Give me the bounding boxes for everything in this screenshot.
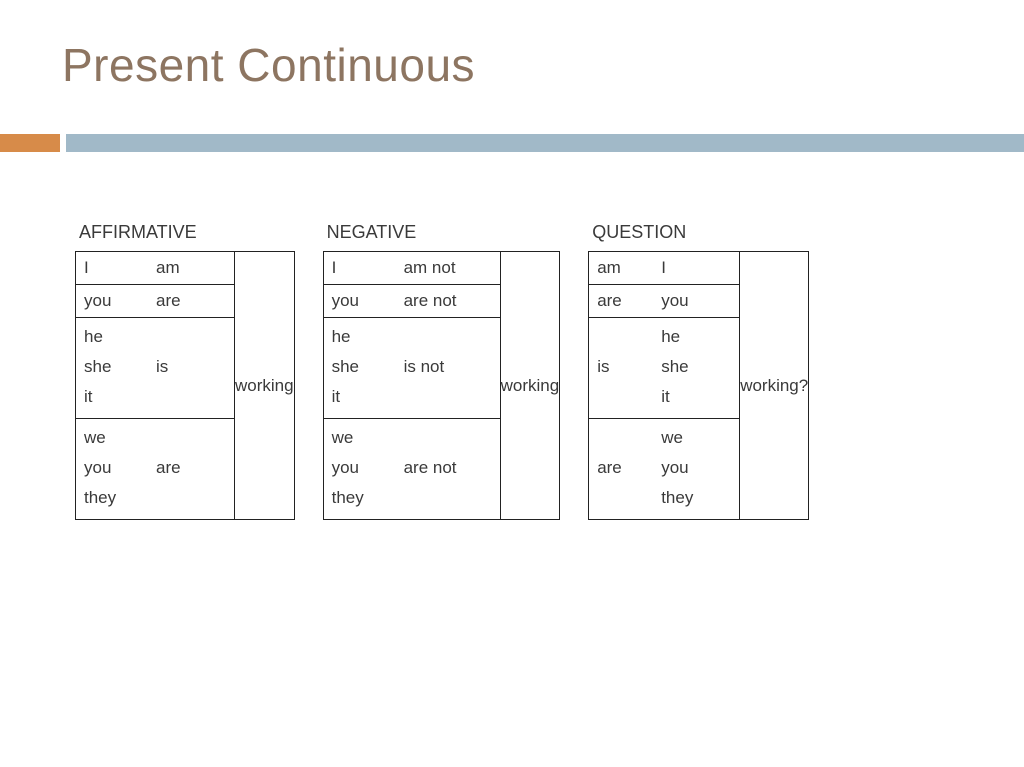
cell: are: [156, 458, 228, 478]
cell: you: [661, 458, 733, 478]
cell: he: [332, 327, 404, 347]
cell: am: [597, 258, 661, 278]
side-cell: working?: [740, 252, 809, 520]
table-negative: NEGATIVE I am not working you: [323, 222, 561, 520]
accent-long: [66, 134, 1024, 152]
conjugation-table: I am not working you are not: [323, 251, 561, 520]
cell: she: [661, 357, 733, 377]
cell: it: [661, 387, 733, 407]
cell: they: [84, 488, 156, 508]
cell: are: [156, 291, 228, 311]
cell: I: [332, 258, 404, 278]
cell: he: [661, 327, 733, 347]
side-cell: working: [500, 252, 560, 520]
cell: she: [332, 357, 404, 377]
conjugation-table: I am working you are: [75, 251, 295, 520]
accent-bar: [0, 134, 1024, 152]
slide: Present Continuous AFFIRMATIVE I am work…: [0, 0, 1024, 767]
table-header: QUESTION: [592, 222, 809, 243]
side-cell: working: [235, 252, 295, 520]
cell: you: [84, 291, 156, 311]
cell: are not: [404, 291, 494, 311]
cell: is: [597, 357, 661, 377]
table-header: NEGATIVE: [327, 222, 561, 243]
cell: you: [332, 291, 404, 311]
accent-short: [0, 134, 60, 152]
cell: they: [661, 488, 733, 508]
table-question: QUESTION am I working? are y: [588, 222, 809, 520]
page-title: Present Continuous: [62, 38, 475, 92]
cell: we: [84, 428, 156, 448]
table-header: AFFIRMATIVE: [79, 222, 295, 243]
cell: is: [156, 357, 228, 377]
cell: we: [332, 428, 404, 448]
cell: you: [661, 291, 733, 311]
cell: are: [597, 458, 661, 478]
conjugation-table: am I working? are you: [588, 251, 809, 520]
cell: he: [84, 327, 156, 347]
table-affirmative: AFFIRMATIVE I am working you: [75, 222, 295, 520]
tables-container: AFFIRMATIVE I am working you: [75, 222, 988, 520]
cell: am: [156, 258, 228, 278]
cell: are not: [404, 458, 494, 478]
cell: is not: [404, 357, 494, 377]
cell: it: [332, 387, 404, 407]
cell: she: [84, 357, 156, 377]
cell: you: [84, 458, 156, 478]
cell: I: [661, 258, 733, 278]
cell: we: [661, 428, 733, 448]
cell: are: [597, 291, 661, 311]
cell: they: [332, 488, 404, 508]
cell: you: [332, 458, 404, 478]
cell: am not: [404, 258, 494, 278]
cell: I: [84, 258, 156, 278]
cell: it: [84, 387, 156, 407]
